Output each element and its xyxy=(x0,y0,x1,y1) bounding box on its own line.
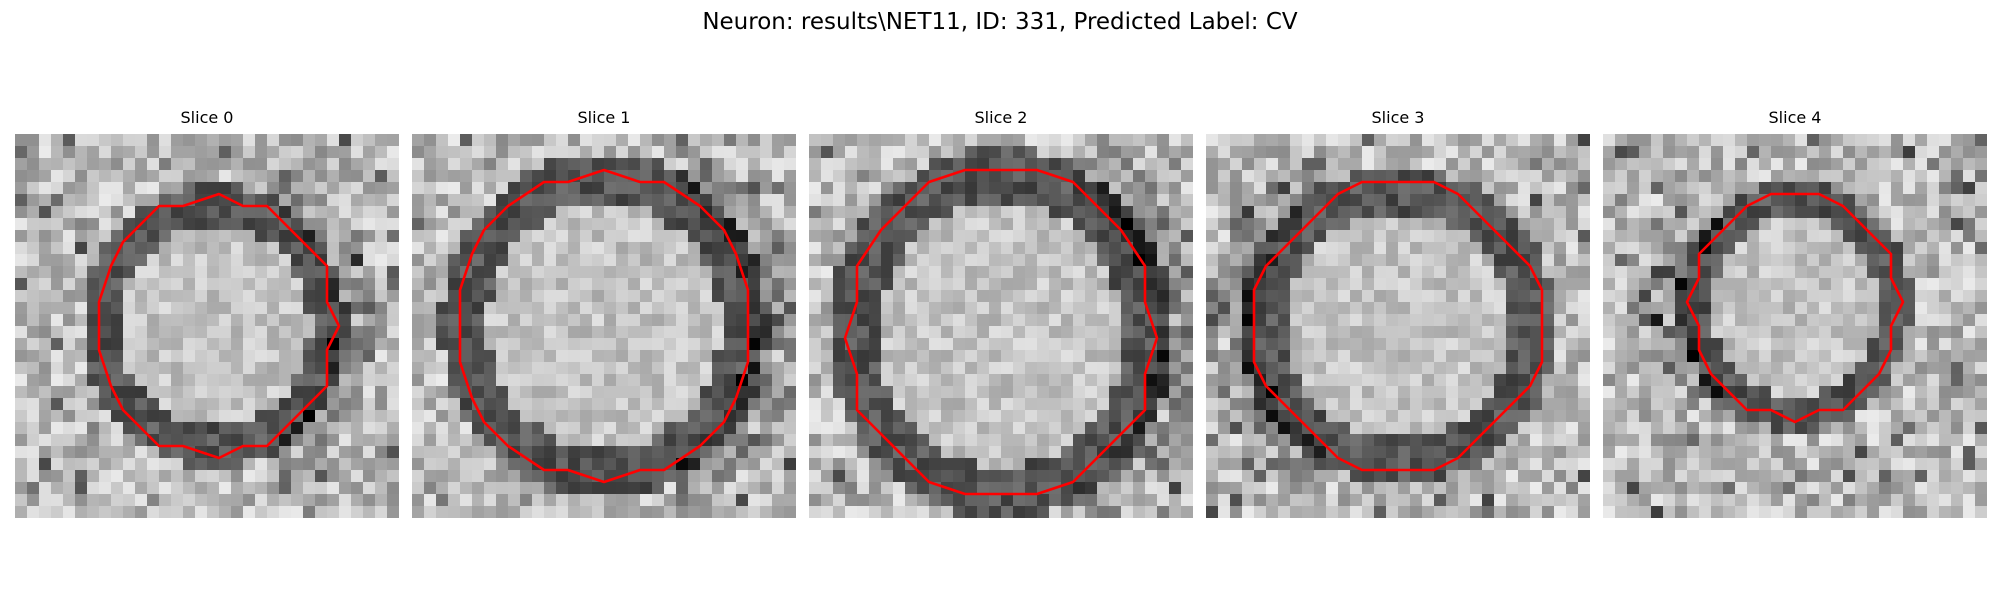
slice-pixels xyxy=(15,134,399,518)
slice-title: Slice 3 xyxy=(1206,108,1590,128)
slice-title: Slice 4 xyxy=(1603,108,1987,128)
figure-title: Neuron: results\NET11, ID: 331, Predicte… xyxy=(0,8,2000,36)
slice-pixels xyxy=(1603,134,1987,518)
slice-pixels xyxy=(412,134,796,518)
slice-image xyxy=(809,134,1193,518)
slice-panel-1: Slice 1 xyxy=(412,108,796,524)
slice-title: Slice 0 xyxy=(15,108,399,128)
slice-panel-4: Slice 4 xyxy=(1603,108,1987,524)
slice-panel-2: Slice 2 xyxy=(809,108,1193,524)
slice-title: Slice 2 xyxy=(809,108,1193,128)
slice-image xyxy=(15,134,399,518)
slice-pixels xyxy=(809,134,1193,518)
slice-title: Slice 1 xyxy=(412,108,796,128)
slice-panel-0: Slice 0 xyxy=(15,108,399,524)
slice-pixels xyxy=(1206,134,1590,518)
slice-image xyxy=(412,134,796,518)
slice-panel-3: Slice 3 xyxy=(1206,108,1590,524)
slice-image xyxy=(1603,134,1987,518)
slice-image xyxy=(1206,134,1590,518)
